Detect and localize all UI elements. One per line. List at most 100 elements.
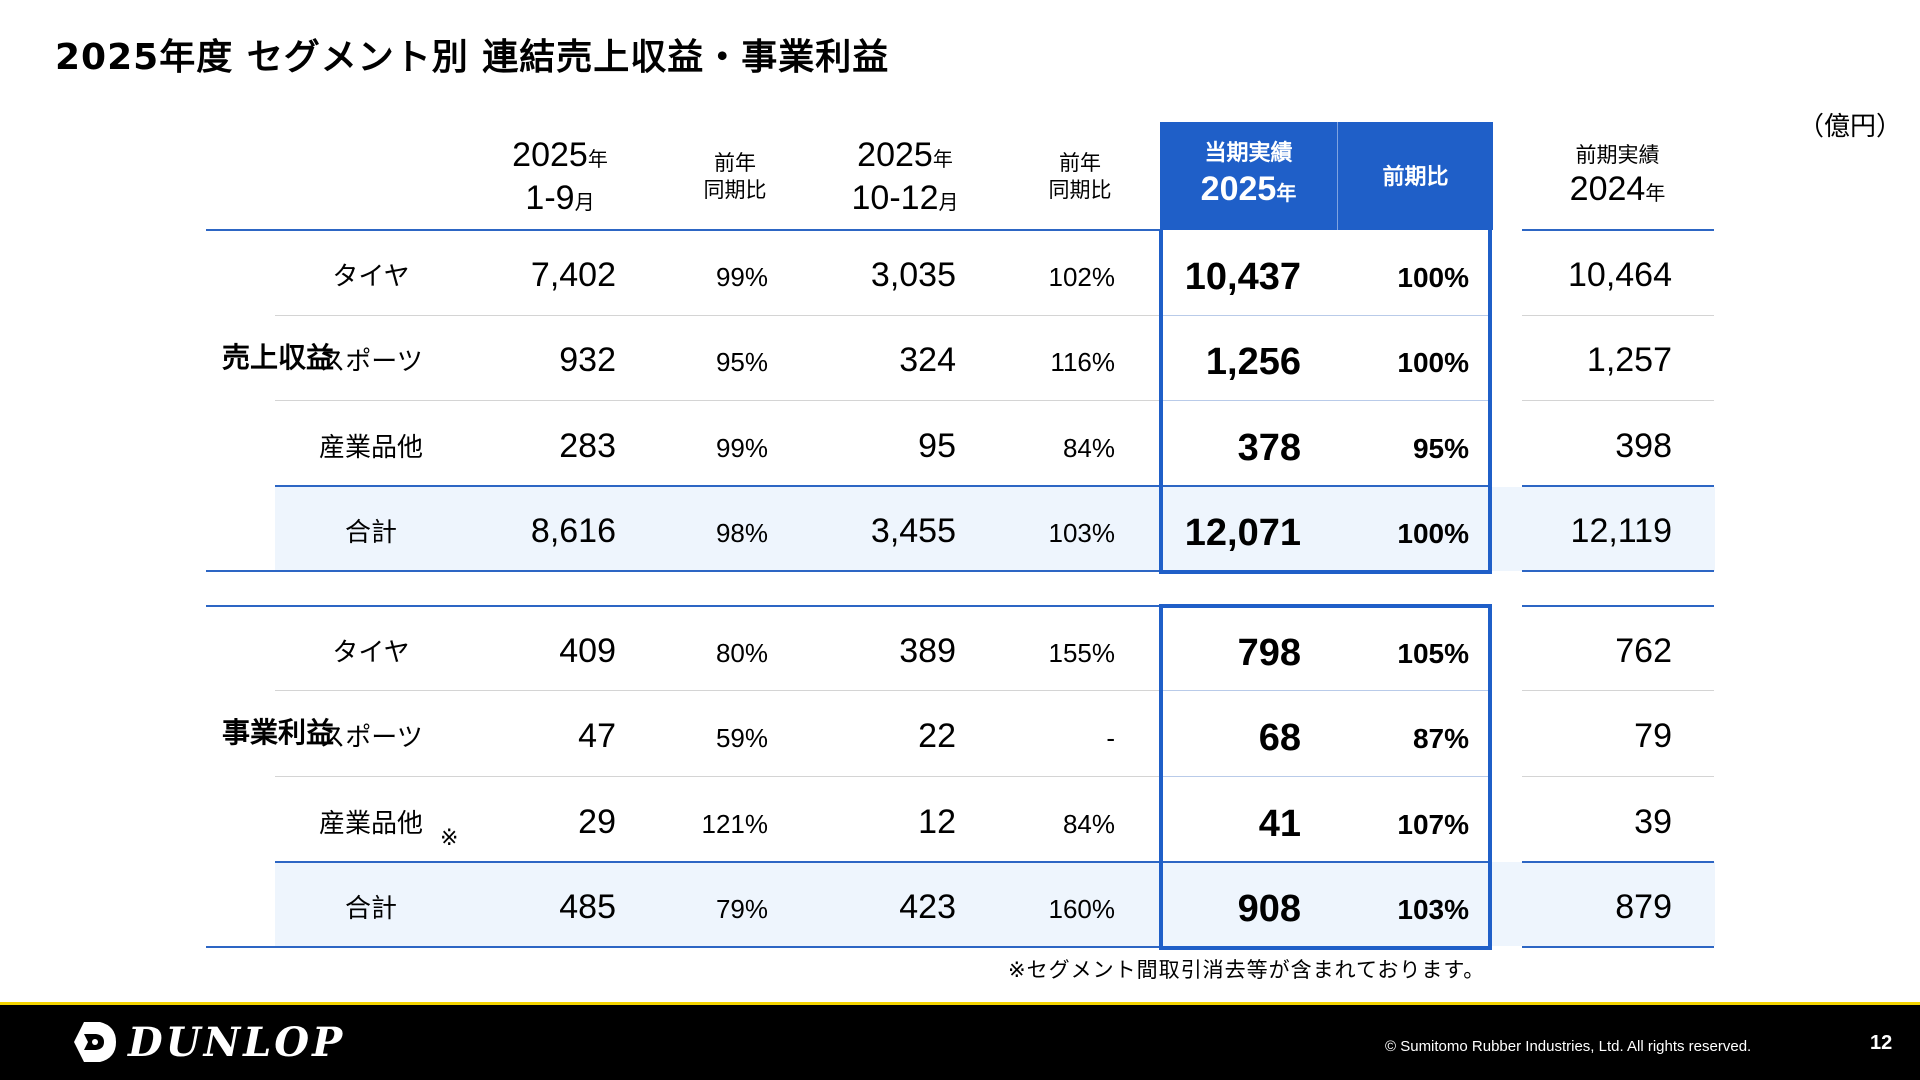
cell-ytd: 485 bbox=[559, 887, 616, 926]
rule bbox=[1522, 570, 1714, 572]
cell-q4-ratio: 103% bbox=[1048, 517, 1116, 548]
note-mark: ※ bbox=[440, 826, 459, 851]
cell-q4: 324 bbox=[899, 341, 956, 380]
cell-prev: 12,119 bbox=[1570, 511, 1672, 550]
header-col-ytd-ratio: 前年 同期比 bbox=[703, 151, 767, 203]
footnote: ※セグメント間取引消去等が含まれております。 bbox=[1008, 958, 1486, 982]
dunlop-logo: DUNLOP bbox=[70, 1016, 345, 1068]
cell-ytd-ratio: 99% bbox=[715, 432, 768, 463]
highlight-box-profit bbox=[1159, 604, 1492, 950]
rule bbox=[275, 315, 1160, 316]
cell-fy: 68 bbox=[1258, 717, 1301, 760]
cell-q4-ratio: 155% bbox=[1048, 638, 1116, 668]
cell-fy-ratio: 105% bbox=[1397, 638, 1469, 669]
rule bbox=[1163, 400, 1488, 401]
rule bbox=[206, 605, 1160, 607]
cell-q4-ratio: 102% bbox=[1048, 262, 1116, 292]
cell-ytd: 932 bbox=[559, 341, 616, 380]
row-label: タイヤ bbox=[332, 262, 410, 292]
cell-fy-ratio: 100% bbox=[1397, 347, 1469, 379]
total-row-bg-profit bbox=[275, 862, 1715, 946]
highlight-header-separator bbox=[1337, 122, 1338, 230]
highlight-box-revenue bbox=[1159, 230, 1492, 574]
cell-fy-ratio: 107% bbox=[1397, 808, 1469, 840]
cell-prev: 10,464 bbox=[1568, 256, 1672, 294]
cell-q4-ratio: 116% bbox=[1050, 347, 1115, 378]
rule bbox=[206, 229, 1160, 231]
header-col-prev: 前期実績 2024年 bbox=[1569, 143, 1666, 209]
cell-prev: 1,257 bbox=[1586, 341, 1672, 380]
cell-fy-ratio: 100% bbox=[1397, 517, 1469, 549]
rule bbox=[1163, 690, 1488, 691]
footer-bar bbox=[0, 1002, 1920, 1080]
highlight-header-bg bbox=[1160, 122, 1493, 230]
cell-ytd: 29 bbox=[578, 802, 616, 841]
logo-wordmark: DUNLOP bbox=[128, 1018, 346, 1066]
rule bbox=[1163, 315, 1488, 316]
rule bbox=[1522, 605, 1714, 607]
footer-accent-line bbox=[0, 1002, 1920, 1005]
cell-q4-ratio: 84% bbox=[1062, 432, 1115, 463]
cell-q4: 22 bbox=[918, 717, 956, 756]
cell-ytd-ratio: 98% bbox=[715, 517, 768, 548]
page-title: 2025年度 セグメント別 連結売上収益・事業利益 bbox=[55, 37, 890, 78]
rule bbox=[1522, 776, 1714, 777]
cell-q4: 3,035 bbox=[870, 256, 956, 294]
page-number: 12 bbox=[1870, 1032, 1893, 1054]
cell-ytd: 283 bbox=[559, 426, 616, 465]
row-label: 産業品他 bbox=[318, 808, 423, 839]
cell-fy-ratio: 103% bbox=[1397, 893, 1469, 925]
cell-fy: 908 bbox=[1237, 887, 1301, 930]
cell-fy-ratio: 95% bbox=[1412, 432, 1469, 464]
rule bbox=[1522, 690, 1714, 691]
rule bbox=[275, 485, 1160, 487]
header-col-fy: 当期実績 2025年 bbox=[1200, 141, 1297, 208]
section-label-profit: 事業利益 bbox=[222, 716, 335, 749]
cell-fy-ratio: 87% bbox=[1412, 723, 1469, 755]
cell-ytd-ratio: 121% bbox=[701, 808, 769, 839]
rule bbox=[1522, 946, 1714, 948]
header-col-q4-ratio: 前年 同期比 bbox=[1048, 151, 1112, 203]
row-label: タイヤ bbox=[332, 638, 410, 668]
cell-q4-ratio: 84% bbox=[1062, 808, 1115, 839]
rule bbox=[1163, 485, 1488, 487]
cell-fy: 12,071 bbox=[1184, 511, 1301, 554]
cell-q4: 389 bbox=[899, 632, 956, 670]
rule bbox=[1522, 315, 1714, 316]
rule bbox=[1163, 776, 1488, 777]
unit-label: （億円） bbox=[1798, 112, 1903, 142]
cell-fy: 10,437 bbox=[1184, 256, 1301, 298]
header-col-fy-ratio: 前期比 bbox=[1382, 165, 1449, 190]
cell-fy: 41 bbox=[1258, 802, 1301, 845]
cell-ytd: 409 bbox=[559, 632, 616, 670]
cell-fy: 1,256 bbox=[1205, 341, 1301, 384]
dunlop-flying-d-icon bbox=[74, 1022, 116, 1062]
section-label-revenue: 売上収益 bbox=[222, 341, 335, 374]
total-row-bg-revenue bbox=[275, 487, 1715, 571]
cell-prev: 79 bbox=[1634, 717, 1672, 756]
rule bbox=[1163, 861, 1488, 863]
header-col-ytd: 2025年 1-9月 bbox=[512, 136, 608, 217]
cell-ytd: 7,402 bbox=[530, 256, 616, 294]
cell-prev: 762 bbox=[1615, 632, 1672, 670]
rule bbox=[275, 690, 1160, 691]
rule bbox=[1522, 485, 1714, 487]
cell-ytd-ratio: 99% bbox=[715, 262, 768, 292]
cell-fy: 798 bbox=[1237, 632, 1301, 674]
rule bbox=[275, 776, 1160, 777]
cell-q4: 423 bbox=[899, 887, 956, 926]
cell-q4: 12 bbox=[918, 802, 956, 841]
rule bbox=[206, 570, 1160, 572]
row-label: スポーツ bbox=[319, 347, 423, 378]
cell-q4-ratio: - bbox=[1106, 723, 1115, 754]
cell-ytd-ratio: 95% bbox=[715, 347, 768, 378]
cell-prev: 398 bbox=[1615, 426, 1672, 465]
rule bbox=[275, 861, 1160, 863]
rule bbox=[1522, 861, 1714, 863]
row-label: 合計 bbox=[344, 517, 397, 548]
rule bbox=[275, 400, 1160, 401]
row-label: 産業品他 bbox=[318, 432, 423, 463]
cell-ytd: 47 bbox=[578, 717, 616, 756]
cell-q4: 95 bbox=[918, 426, 956, 465]
cell-prev: 39 bbox=[1634, 802, 1672, 841]
